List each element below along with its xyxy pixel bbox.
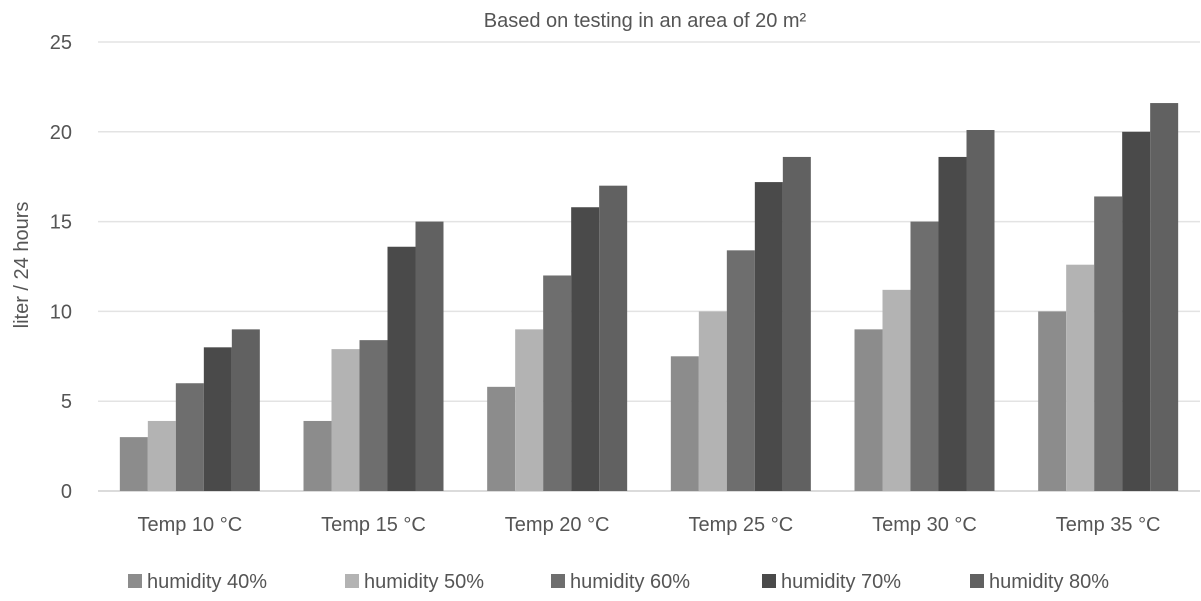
bar	[782, 156, 811, 491]
bar	[910, 221, 939, 491]
bar	[1094, 196, 1123, 491]
bar	[147, 420, 176, 491]
x-tick-label: Temp 25 °C	[688, 514, 793, 536]
x-tick-label: Temp 30 °C	[872, 514, 977, 536]
chart-subtitle: Based on testing in an area of 20 m²	[484, 10, 807, 32]
legend-label: humidity 80%	[989, 571, 1109, 593]
bar	[670, 356, 699, 491]
bar	[698, 311, 727, 491]
y-tick-label: 10	[50, 301, 72, 323]
x-tick-label: Temp 35 °C	[1056, 514, 1161, 536]
y-tick-label: 5	[61, 391, 72, 413]
bar	[1150, 103, 1179, 492]
legend: humidity 40% humidity 50% humidity 60% humi…	[128, 571, 1109, 593]
bar	[854, 329, 883, 491]
bar	[599, 185, 628, 491]
bar	[387, 246, 416, 491]
legend-swatch	[345, 574, 359, 588]
y-axis-label: liter / 24 hours	[11, 202, 33, 329]
legend-swatch	[551, 574, 565, 588]
bar	[359, 340, 388, 491]
bar	[303, 420, 332, 491]
y-tick-label: 20	[50, 122, 72, 144]
bar	[231, 329, 260, 491]
legend-swatch	[762, 574, 776, 588]
bar	[938, 156, 967, 491]
bar	[515, 329, 544, 491]
bar	[1122, 131, 1151, 492]
bar	[726, 250, 755, 491]
legend-label: humidity 40%	[147, 571, 267, 593]
legend-label: humidity 50%	[364, 571, 484, 593]
gridlines	[98, 41, 1200, 492]
y-tick-label: 25	[50, 32, 72, 54]
bar	[415, 221, 444, 491]
x-tick-label: Temp 10 °C	[137, 514, 242, 536]
bar	[543, 275, 572, 491]
bar	[203, 347, 232, 491]
legend-swatch	[970, 574, 984, 588]
legend-swatch	[128, 574, 142, 588]
y-axis-ticks: 0 5 10 15 20 25	[50, 32, 72, 503]
y-tick-label: 15	[50, 212, 72, 234]
bar	[119, 437, 148, 491]
bar	[175, 383, 204, 491]
bar	[1038, 311, 1067, 491]
x-tick-label: Temp 20 °C	[505, 514, 610, 536]
bar	[331, 349, 360, 491]
bar	[966, 130, 995, 491]
bars	[119, 103, 1179, 492]
legend-label: humidity 60%	[570, 571, 690, 593]
bar	[571, 207, 600, 491]
bar	[882, 289, 911, 491]
bar	[754, 182, 783, 491]
bar	[1066, 264, 1095, 491]
y-tick-label: 0	[61, 481, 72, 503]
x-tick-label: Temp 15 °C	[321, 514, 426, 536]
x-axis-ticks: Temp 10 °C Temp 15 °C Temp 20 °C Temp 25 °C…	[137, 514, 1160, 536]
legend-label: humidity 70%	[781, 571, 901, 593]
bar	[487, 386, 516, 491]
